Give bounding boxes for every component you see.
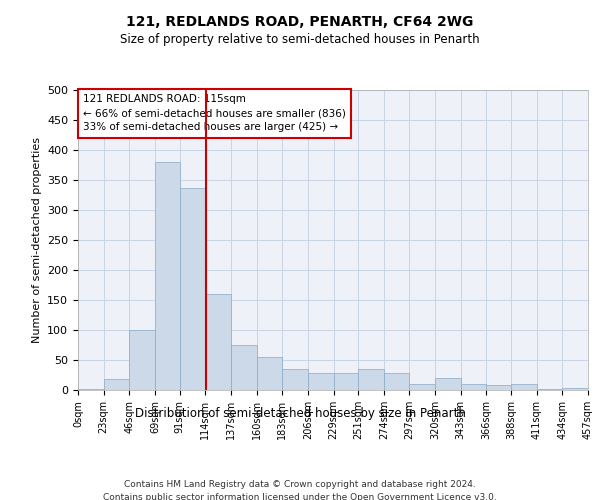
Text: Contains public sector information licensed under the Open Government Licence v3: Contains public sector information licen… bbox=[103, 492, 497, 500]
Bar bbox=[155, 162, 179, 390]
Bar bbox=[257, 357, 282, 390]
Bar bbox=[461, 384, 487, 390]
Bar bbox=[358, 369, 384, 390]
Bar bbox=[487, 385, 511, 390]
Bar bbox=[334, 373, 358, 390]
Bar bbox=[435, 378, 461, 390]
Text: 121, REDLANDS ROAD, PENARTH, CF64 2WG: 121, REDLANDS ROAD, PENARTH, CF64 2WG bbox=[127, 15, 473, 29]
Text: Size of property relative to semi-detached houses in Penarth: Size of property relative to semi-detach… bbox=[120, 32, 480, 46]
Bar bbox=[205, 294, 231, 390]
Bar bbox=[179, 188, 205, 390]
Bar bbox=[231, 345, 257, 390]
Bar bbox=[409, 384, 435, 390]
Bar bbox=[384, 373, 409, 390]
Bar bbox=[562, 388, 588, 390]
Y-axis label: Number of semi-detached properties: Number of semi-detached properties bbox=[32, 137, 41, 343]
Bar bbox=[282, 369, 308, 390]
Bar bbox=[511, 384, 536, 390]
Bar bbox=[130, 330, 155, 390]
Text: Distribution of semi-detached houses by size in Penarth: Distribution of semi-detached houses by … bbox=[134, 408, 466, 420]
Text: 121 REDLANDS ROAD: 115sqm
← 66% of semi-detached houses are smaller (836)
33% of: 121 REDLANDS ROAD: 115sqm ← 66% of semi-… bbox=[83, 94, 346, 132]
Bar bbox=[308, 373, 334, 390]
Bar bbox=[78, 389, 104, 390]
Text: Contains HM Land Registry data © Crown copyright and database right 2024.: Contains HM Land Registry data © Crown c… bbox=[124, 480, 476, 489]
Bar bbox=[104, 379, 130, 390]
